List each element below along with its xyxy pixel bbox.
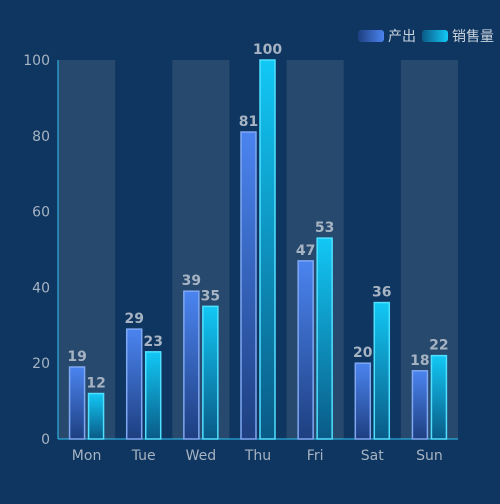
data-label-sat-series-1: 36 [372,285,391,301]
bar-mon-series-1 [87,392,105,440]
y-tick-label-20: 20 [32,356,50,372]
data-label-wed-series-1: 35 [201,288,220,304]
bar-sat-series-0 [354,362,372,440]
data-label-wed-series-0: 39 [182,273,201,289]
y-tick-label-100: 100 [23,53,50,69]
legend-swatch-output [358,30,384,42]
category-band-mon [58,60,116,439]
y-tick-label-60: 60 [32,205,50,221]
chart-legend: 产出 销售量 [358,26,494,46]
data-label-sun-series-1: 22 [429,338,448,354]
data-label-tue-series-0: 29 [124,311,143,327]
x-tick-label-tue: Tue [131,448,156,464]
x-tick-label-mon: Mon [72,448,102,464]
bar-wed-series-1 [202,305,219,440]
legend-label-output: 产出 [388,29,416,45]
legend-label-sales: 销售量 [452,29,494,45]
category-band-wed [172,60,230,439]
bar-thu-series-0 [240,131,257,440]
legend-item-output[interactable]: 产出 [358,26,416,46]
legend-swatch-sales [422,30,448,42]
data-label-thu-series-0: 81 [239,114,258,130]
x-tick-label-fri: Fri [307,448,324,464]
category-band-fri [286,60,344,439]
data-label-thu-series-1: 100 [253,42,282,58]
data-label-tue-series-1: 23 [143,334,162,350]
data-label-sun-series-0: 18 [410,353,429,369]
bar-tue-series-0 [125,328,143,440]
bar-fri-series-1 [316,237,333,440]
bar-mon-series-0 [68,366,86,440]
bar-thu-series-1 [259,59,276,440]
x-tick-label-sat: Sat [361,448,384,464]
legend-item-sales[interactable]: 销售量 [422,26,494,46]
category-band-sun [400,60,458,439]
bar-sun-series-1 [430,354,448,440]
y-tick-label-0: 0 [41,432,50,448]
data-label-sat-series-0: 20 [353,345,373,361]
x-tick-label-thu: Thu [244,448,271,464]
bar-tue-series-1 [144,351,162,440]
x-tick-label-wed: Wed [186,448,217,464]
data-label-mon-series-1: 12 [86,376,105,392]
data-label-mon-series-0: 19 [67,349,86,365]
x-tick-label-sun: Sun [416,448,443,464]
y-tick-label-80: 80 [32,129,50,145]
y-tick-label-40: 40 [32,280,50,296]
bar-fri-series-0 [297,260,314,440]
data-label-fri-series-0: 47 [296,243,315,259]
bar-sat-series-1 [373,301,391,440]
bar-wed-series-0 [183,290,200,440]
data-label-fri-series-1: 53 [315,220,334,236]
bar-sun-series-0 [411,370,429,440]
